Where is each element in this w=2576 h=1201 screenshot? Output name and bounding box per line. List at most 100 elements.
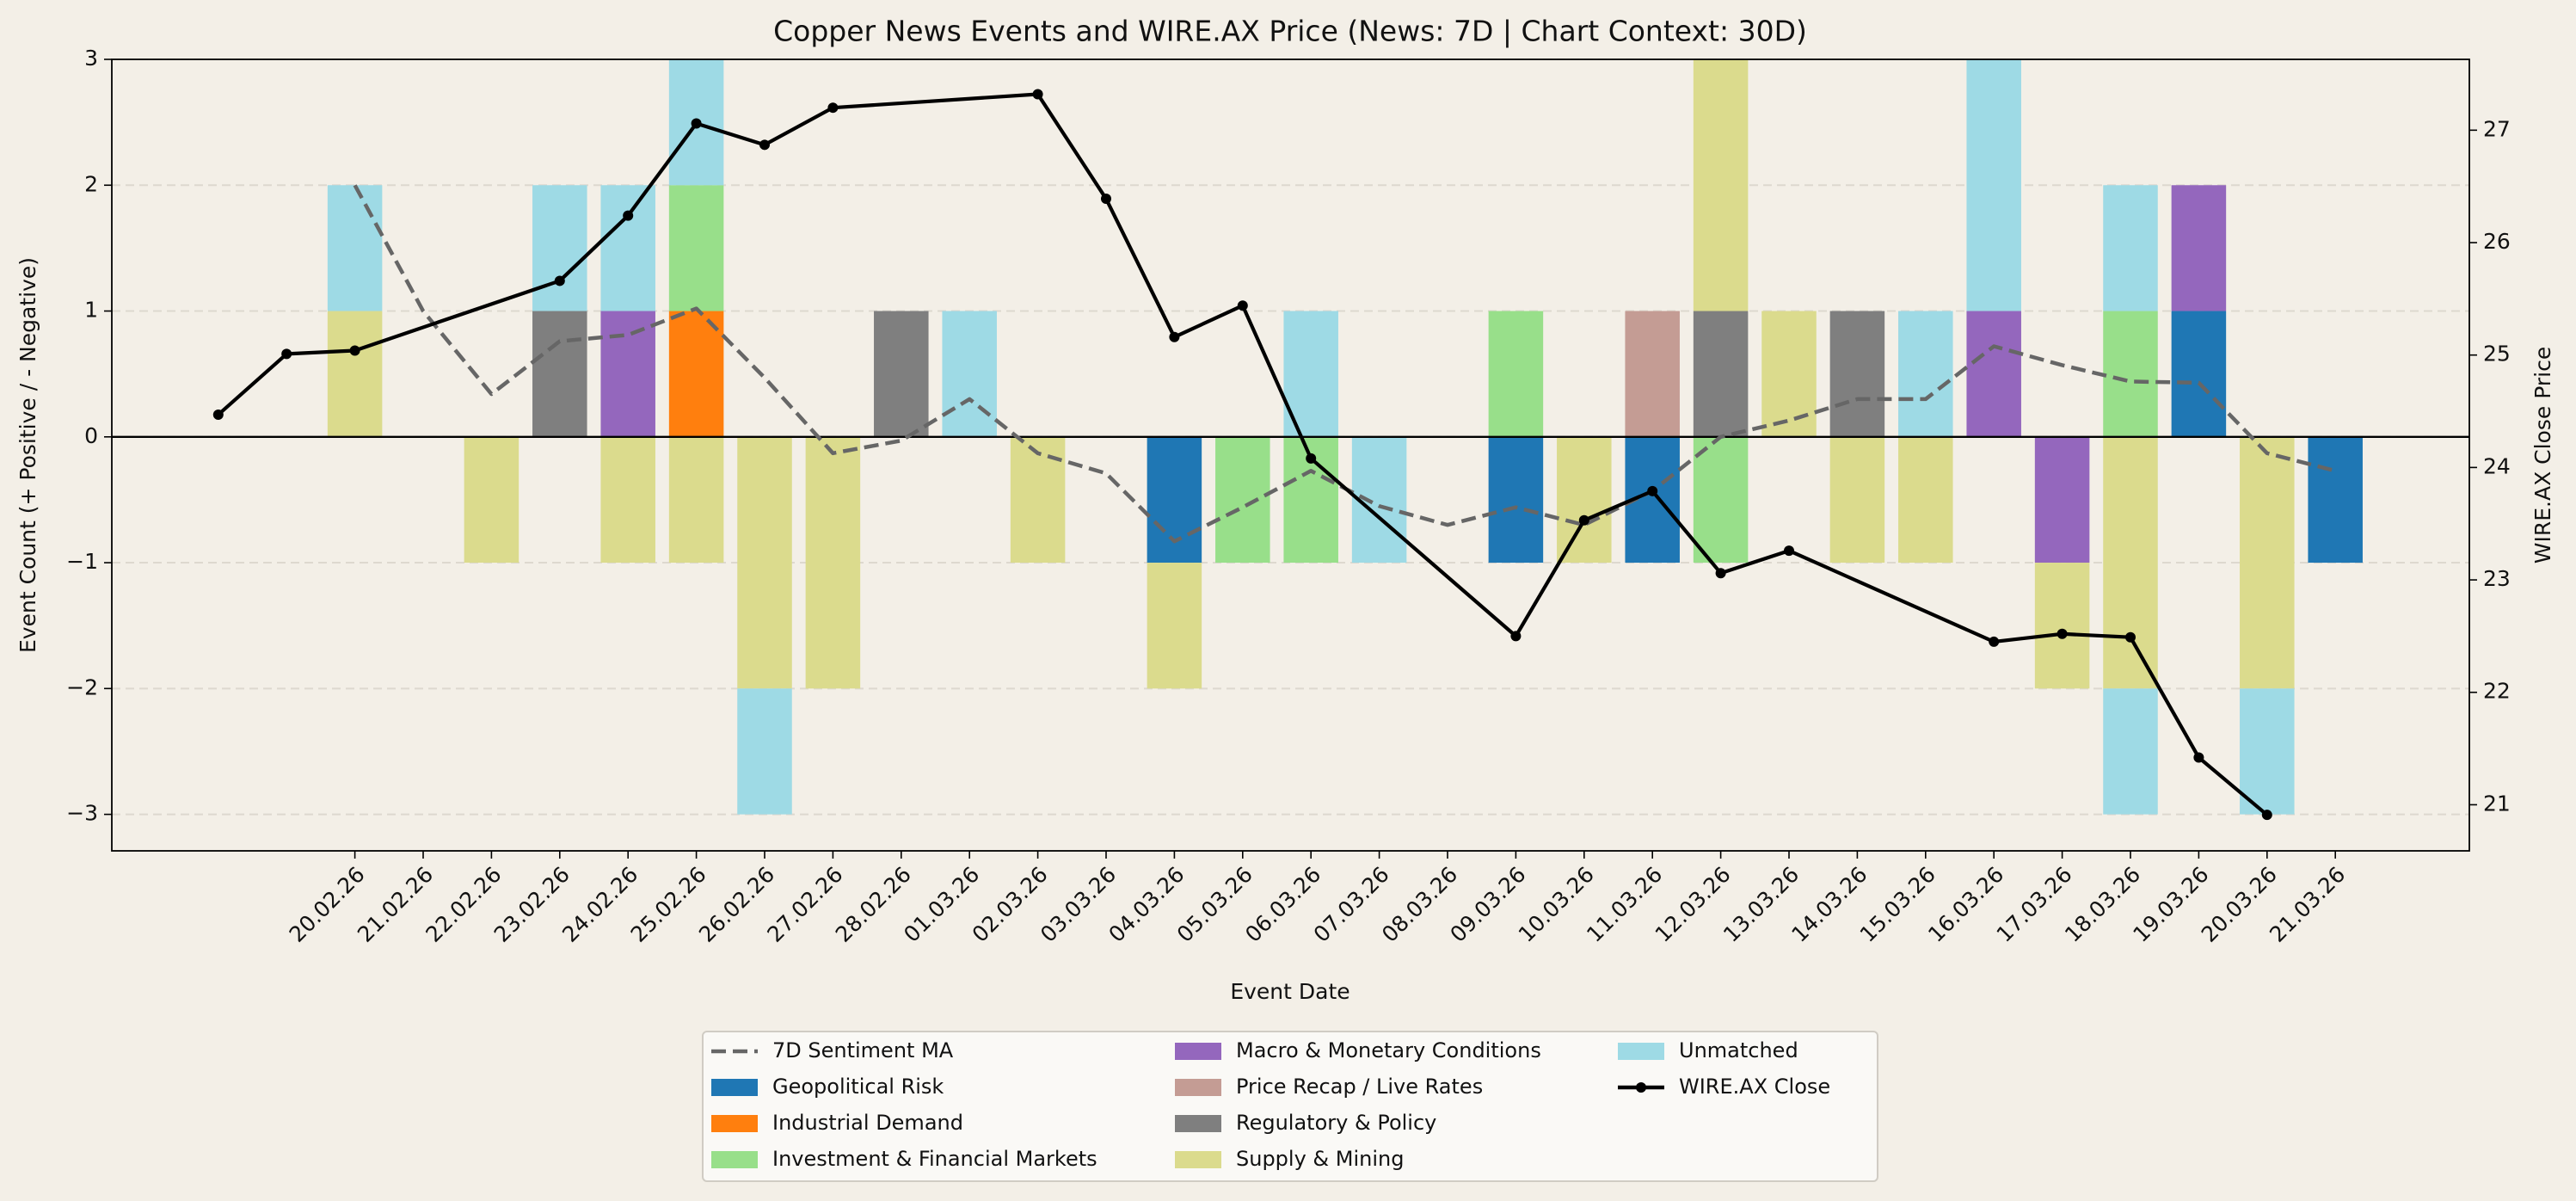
bar-segment xyxy=(1966,311,2021,437)
legend-swatch xyxy=(711,1115,758,1132)
bar-segment xyxy=(805,436,861,689)
price-marker xyxy=(2261,810,2272,821)
legend-label: Investment & Financial Markets xyxy=(772,1147,1097,1171)
y2-tick-label: 23 xyxy=(2483,566,2511,591)
bar-segment xyxy=(600,436,655,564)
y-tick-label: 3 xyxy=(84,46,98,71)
bar-segment xyxy=(2171,185,2227,311)
bar-segment xyxy=(2103,185,2158,311)
y-tick-label: 0 xyxy=(84,423,98,448)
price-marker xyxy=(691,118,702,129)
y2-tick-label: 21 xyxy=(2483,791,2511,816)
legend-label: 7D Sentiment MA xyxy=(772,1038,954,1062)
bar-segment xyxy=(1829,311,1885,437)
price-marker xyxy=(759,139,770,151)
bar-segment xyxy=(737,436,792,689)
bar-segment xyxy=(1215,436,1270,564)
bar-segment xyxy=(2034,436,2090,564)
bar-segment xyxy=(668,311,724,437)
bar-segment xyxy=(668,185,724,311)
y-tick-label: −2 xyxy=(66,674,98,699)
bar-segment xyxy=(1625,311,1680,437)
legend-swatch xyxy=(1175,1115,1221,1132)
bar-segment xyxy=(600,311,655,437)
price-marker xyxy=(1715,568,1726,579)
chart-title: Copper News Events and WIRE.AX Price (Ne… xyxy=(773,15,1807,48)
price-marker xyxy=(1989,636,2000,647)
y-tick-label: 2 xyxy=(84,171,98,196)
bar-segment xyxy=(737,688,792,815)
price-marker xyxy=(1784,545,1794,557)
price-marker xyxy=(1169,331,1180,342)
x-axis-label: Event Date xyxy=(1230,979,1349,1004)
bar-segment xyxy=(2103,436,2158,689)
legend-label: Supply & Mining xyxy=(1236,1147,1404,1171)
legend-swatch xyxy=(711,1079,758,1096)
bar-segment xyxy=(327,185,383,311)
y-tick-label: −1 xyxy=(66,549,98,574)
bar-segment xyxy=(464,436,520,564)
bar-segment xyxy=(1557,436,1612,564)
bar-segment xyxy=(1898,436,1953,564)
plot-frame xyxy=(111,59,2470,852)
y2-tick-label: 27 xyxy=(2483,116,2511,141)
price-marker xyxy=(623,210,634,221)
y2-tick-label: 26 xyxy=(2483,229,2511,254)
bar-segment xyxy=(327,311,383,437)
bar-segment xyxy=(2171,311,2227,437)
legend-label: Macro & Monetary Conditions xyxy=(1236,1038,1541,1062)
bar-segment xyxy=(1488,311,1544,437)
price-marker xyxy=(1578,514,1589,526)
bar-segment xyxy=(532,185,587,311)
bar-segment xyxy=(1488,436,1544,564)
legend-label: Unmatched xyxy=(1679,1038,1798,1062)
bar-segment xyxy=(1761,311,1817,437)
price-marker xyxy=(349,345,360,356)
legend-swatch xyxy=(711,1151,758,1168)
bar-segment xyxy=(874,311,929,437)
bar-segment xyxy=(1693,436,1749,564)
bar-segment xyxy=(2240,436,2295,689)
legend-swatch xyxy=(1175,1151,1221,1168)
bar-segment xyxy=(600,185,655,311)
bar-segment xyxy=(2103,311,2158,437)
bar-segment xyxy=(2240,688,2295,815)
y-axis-label: Event Count (+ Positive / - Negative) xyxy=(15,257,40,653)
y-tick-label: 1 xyxy=(84,298,98,323)
price-marker xyxy=(212,409,224,420)
price-marker xyxy=(281,348,292,360)
y2-tick-label: 25 xyxy=(2483,342,2511,366)
bar-segment xyxy=(1693,311,1749,437)
y2-axis-label: WIRE.AX Close Price xyxy=(2530,347,2555,564)
bar-segment xyxy=(1829,436,1885,564)
bar-segment xyxy=(942,311,997,437)
bar-segment xyxy=(2034,563,2090,689)
legend-swatch xyxy=(1175,1079,1221,1096)
y2-tick-label: 22 xyxy=(2483,679,2511,704)
legend-label: Geopolitical Risk xyxy=(772,1075,944,1099)
price-marker xyxy=(1510,631,1522,642)
bar-segment xyxy=(532,311,587,437)
price-marker xyxy=(554,275,565,286)
bar-segment xyxy=(1147,436,1202,564)
bar-segment xyxy=(1147,563,1202,689)
legend-marker xyxy=(1636,1082,1646,1093)
legend-label: Regulatory & Policy xyxy=(1236,1111,1436,1135)
price-marker xyxy=(2193,752,2204,763)
bar-segment xyxy=(1010,436,1066,564)
legend-label: Price Recap / Live Rates xyxy=(1236,1075,1483,1099)
y2-tick-label: 24 xyxy=(2483,453,2511,478)
price-marker xyxy=(2056,628,2068,639)
legend-swatch xyxy=(1175,1043,1221,1060)
bar-segment xyxy=(2308,436,2363,564)
price-marker xyxy=(1101,194,1111,205)
legend-label: Industrial Demand xyxy=(772,1111,963,1135)
price-marker xyxy=(827,102,839,114)
bar-segment xyxy=(1966,59,2021,311)
legend-swatch xyxy=(1618,1043,1664,1060)
price-marker xyxy=(1647,485,1658,496)
price-marker xyxy=(1306,453,1317,464)
